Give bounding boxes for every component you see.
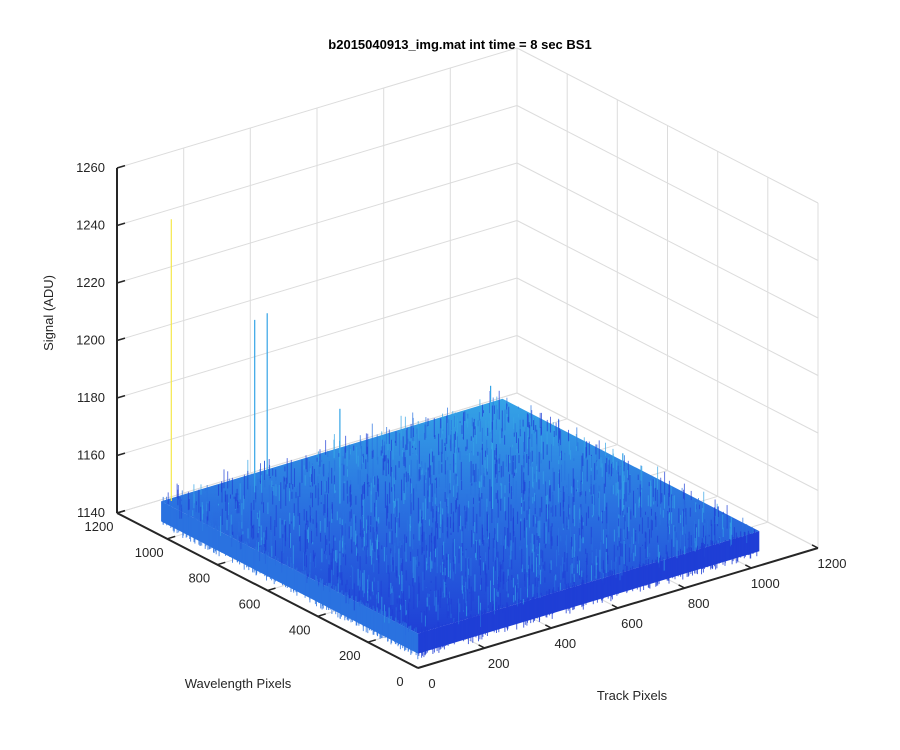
z-tick-label: 1200 — [76, 333, 105, 348]
x-tick-label: 200 — [488, 656, 510, 671]
grid-line — [516, 277, 819, 434]
y-tick-label: 1200 — [85, 519, 114, 534]
z-tick — [116, 164, 126, 169]
x-tick-label: 0 — [428, 676, 435, 691]
x-tick-label: 600 — [621, 616, 643, 631]
x-tick — [411, 664, 419, 669]
y-tick-label: 600 — [239, 597, 261, 612]
y-tick-label: 200 — [339, 648, 361, 663]
tick-labels: 0 200 400 600 800 1000 1200 0 200 400 600 800 1000 12… — [76, 160, 846, 691]
grid-line — [116, 335, 518, 456]
z-tick — [116, 222, 126, 227]
surface-noise — [162, 390, 758, 660]
z-tick-label: 1160 — [77, 448, 105, 463]
y-tick — [367, 639, 377, 643]
grid-line — [116, 220, 518, 341]
y-tick-label: 800 — [188, 571, 210, 586]
grid-line — [116, 47, 518, 169]
x-tick-label: 1000 — [751, 576, 780, 591]
surface-front-edge — [418, 531, 760, 654]
z-tick-label: 1220 — [76, 275, 105, 290]
y-tick-label: 0 — [396, 674, 403, 689]
grid-line — [516, 162, 819, 319]
x-tick — [744, 564, 752, 569]
z-tick — [116, 509, 126, 514]
grid-line — [516, 105, 819, 261]
x-tick-label: 400 — [554, 636, 576, 651]
z-axis-title: Signal (ADU) — [41, 275, 56, 351]
grid-line — [116, 392, 518, 514]
x-tick-label: 1200 — [818, 556, 847, 571]
y-tick — [267, 587, 276, 592]
y-tick — [166, 535, 176, 540]
grid-line — [516, 47, 819, 204]
z-tick — [116, 337, 126, 342]
z-tick — [116, 279, 126, 284]
x-tick-label: 800 — [688, 596, 710, 611]
chart-title: b2015040913_img.mat int time = 8 sec BS1 — [328, 37, 591, 52]
x-axis-title: Track Pixels — [597, 688, 668, 703]
z-tick-label: 1140 — [77, 505, 105, 520]
y-tick — [317, 613, 326, 618]
y-tick-label: 400 — [289, 622, 311, 637]
z-tick — [116, 394, 126, 399]
x-tick — [544, 624, 552, 629]
y-tick-label: 1000 — [135, 545, 164, 560]
grid-line — [516, 335, 819, 491]
x-tick — [478, 644, 486, 649]
grid-line — [116, 277, 518, 399]
y-axis-title: Wavelength Pixels — [185, 676, 292, 691]
z-tick — [116, 452, 126, 457]
z-tick-label: 1260 — [76, 160, 105, 175]
grid-line — [116, 162, 518, 284]
x-tick — [678, 584, 686, 589]
grid-line — [116, 105, 518, 226]
grid-line — [516, 220, 819, 376]
x-tick — [811, 544, 819, 549]
y-tick — [217, 561, 226, 566]
z-tick-label: 1180 — [77, 390, 105, 405]
x-tick — [611, 604, 619, 609]
data-surface — [161, 219, 760, 660]
y-tick — [417, 664, 427, 669]
z-tick-label: 1240 — [76, 218, 105, 233]
